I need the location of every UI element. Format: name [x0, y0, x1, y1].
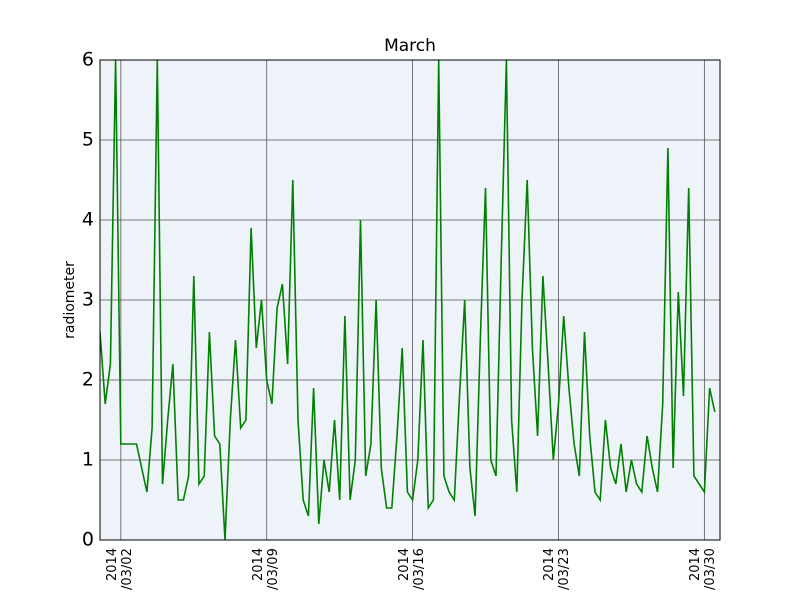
x-tick-label: 2014 /03/09: [250, 548, 281, 590]
y-tick-label: 1: [82, 449, 94, 471]
y-axis-label: radiometer: [62, 261, 78, 339]
y-tick-label: 4: [82, 209, 94, 231]
x-tick-label: 2014 /03/16: [396, 548, 427, 590]
y-tick-label: 2: [82, 369, 94, 391]
chart-title: March: [384, 36, 436, 56]
x-tick-label: 2014 /03/23: [542, 548, 573, 590]
y-tick-label: 6: [82, 49, 94, 71]
x-tick-label: 2014 /03/30: [688, 548, 719, 590]
plot-frame: [99, 59, 721, 541]
data-line: [100, 60, 716, 540]
y-tick-label: 0: [82, 529, 94, 551]
x-tick-label: 2014 /03/02: [104, 548, 135, 590]
y-tick-label: 3: [82, 289, 94, 311]
y-tick-label: 5: [82, 129, 94, 151]
